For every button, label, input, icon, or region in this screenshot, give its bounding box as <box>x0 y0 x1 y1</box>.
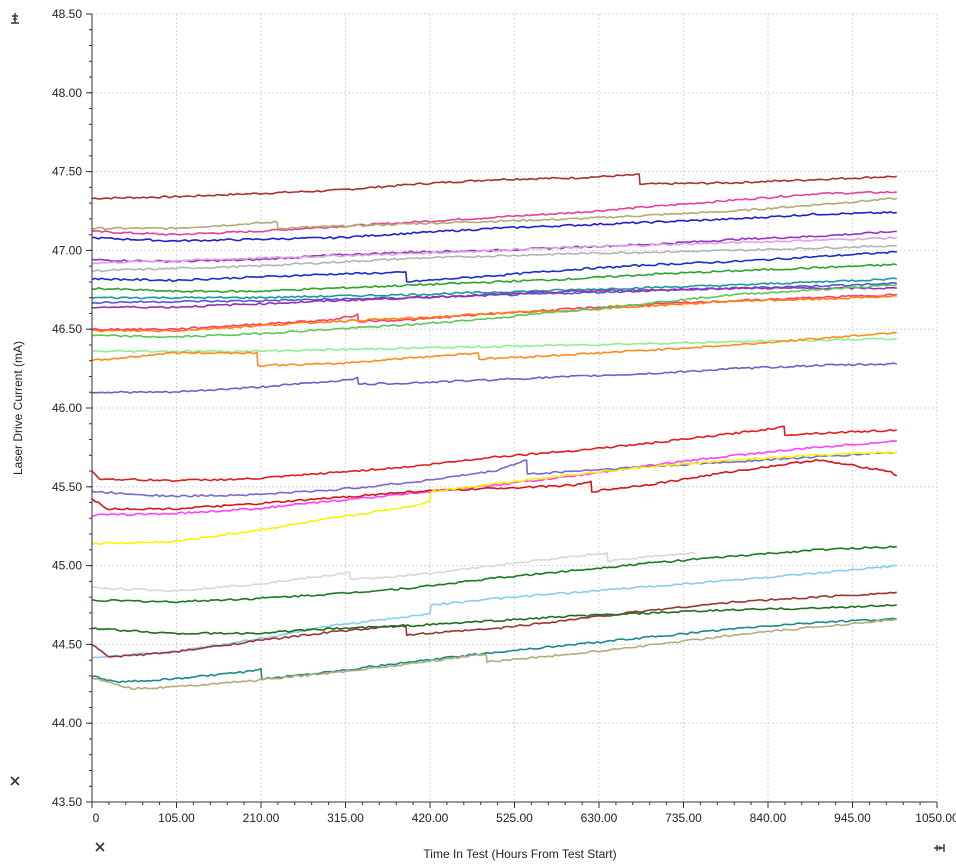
series-line-26 <box>91 564 897 659</box>
x-tick-label: 420.00 <box>412 811 449 825</box>
y-tick-label: 46.50 <box>52 322 82 336</box>
series-line-5 <box>91 230 897 264</box>
x-tick-label: 525.00 <box>496 811 533 825</box>
series-line-21 <box>91 451 898 498</box>
close-icon[interactable] <box>10 776 20 786</box>
series-line-4 <box>91 211 897 243</box>
x-tick-label: 105.00 <box>158 811 195 825</box>
series-line-17 <box>91 331 897 368</box>
series-line-1 <box>91 173 897 200</box>
series-line-24 <box>91 551 696 593</box>
x-tick-label: 735.00 <box>665 811 702 825</box>
series-line-14 <box>91 294 897 333</box>
anchor-icon[interactable] <box>934 844 945 852</box>
x-tick-label: 210.00 <box>243 811 280 825</box>
y-tick-label: 43.50 <box>52 795 82 809</box>
series-line-12 <box>91 286 897 309</box>
y-axis-title: Laser Drive Current (mA) <box>11 341 25 475</box>
y-tick-label: 48.00 <box>52 86 82 100</box>
series-line-28 <box>91 603 897 636</box>
x-tick-label: 315.00 <box>327 811 364 825</box>
y-tick-label: 46.00 <box>52 401 82 415</box>
series-line-2 <box>91 190 897 236</box>
y-tick-label: 45.00 <box>52 559 82 573</box>
x-axis-title: Time In Test (Hours From Test Start) <box>423 847 616 861</box>
y-tick-label: 44.00 <box>52 716 82 730</box>
series-line-20 <box>91 440 897 517</box>
y-tick-label: 48.50 <box>52 7 82 21</box>
series-line-22 <box>91 458 898 511</box>
series-line-30 <box>91 618 897 691</box>
x-tick-label: 630.00 <box>581 811 618 825</box>
series-line-7 <box>91 244 897 273</box>
series-line-8 <box>91 250 897 283</box>
series-line-25 <box>91 545 897 604</box>
series-line-10 <box>91 277 897 300</box>
anchor-icon[interactable] <box>10 12 20 24</box>
close-icon[interactable] <box>95 842 105 852</box>
series-line-11 <box>91 281 897 305</box>
y-tick-label: 47.50 <box>52 165 82 179</box>
series-line-3 <box>91 197 898 231</box>
series-line-27 <box>91 591 897 658</box>
series-group <box>91 173 898 691</box>
series-line-23 <box>91 451 897 545</box>
series-line-6 <box>91 236 897 265</box>
series-line-9 <box>91 263 897 294</box>
y-tick-label: 47.00 <box>52 243 82 257</box>
series-line-18 <box>91 362 897 395</box>
x-tick-label: 945.00 <box>834 811 871 825</box>
series-line-16 <box>91 337 897 354</box>
x-tick-label: 1050.00 <box>915 811 956 825</box>
x-tick-label: 0 <box>93 811 100 825</box>
y-tick-label: 44.50 <box>52 637 82 651</box>
ticks: 0 105.00 210.00 315.00 420.00 525.00 630.00 735… <box>52 7 956 825</box>
series-line-19 <box>91 425 897 483</box>
grid <box>92 13 938 802</box>
series-line-29 <box>91 617 897 684</box>
x-tick-label: 840.00 <box>750 811 787 825</box>
y-tick-label: 45.50 <box>52 480 82 494</box>
series-line-15 <box>91 284 897 339</box>
